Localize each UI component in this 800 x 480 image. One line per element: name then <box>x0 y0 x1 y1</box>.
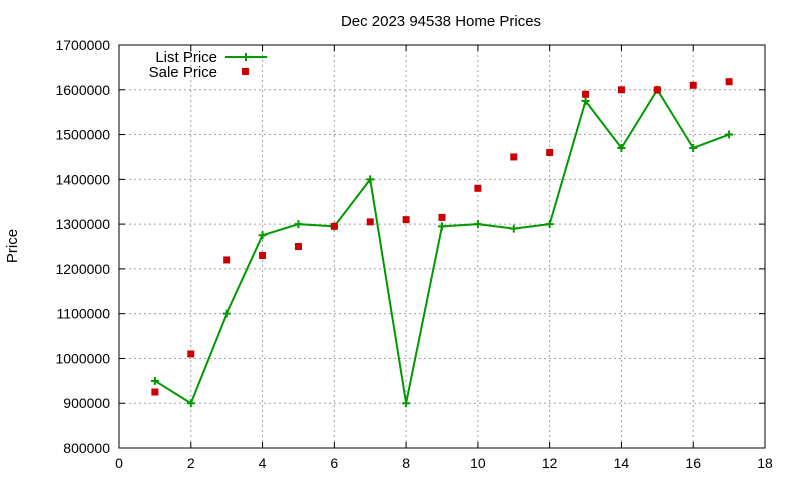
chart-title: Dec 2023 94538 Home Prices <box>341 13 541 30</box>
list-price-point <box>545 220 554 229</box>
list-price-point <box>258 231 267 240</box>
y-tick-label: 1500000 <box>55 127 110 143</box>
series-area <box>150 78 734 408</box>
y-tick-label: 1100000 <box>57 306 111 322</box>
x-tick-label: 14 <box>614 455 630 471</box>
x-tick-label: 8 <box>402 455 410 471</box>
sale-price-point <box>474 184 482 192</box>
y-tick-label: 1000000 <box>55 350 110 366</box>
sale-price-point <box>151 388 159 396</box>
y-tick-label: 1300000 <box>55 216 110 232</box>
sale-price-point <box>330 222 338 230</box>
list-price-point <box>725 130 734 139</box>
list-price-point <box>366 175 375 184</box>
x-tick-label: 16 <box>685 455 701 471</box>
x-tick-label: 10 <box>470 455 486 471</box>
list-price-point <box>581 96 590 105</box>
sale-price-point <box>366 218 374 226</box>
legend: List Price Sale Price <box>149 49 267 81</box>
sale-price-point <box>223 256 231 264</box>
x-tick-label: 6 <box>330 455 338 471</box>
y-axis-label: Price <box>4 229 21 263</box>
sale-price-point <box>582 90 590 98</box>
list-price-point <box>402 399 411 408</box>
y-tick-label: 900000 <box>63 395 110 411</box>
sale-price-point <box>259 251 267 259</box>
sale-price-point <box>617 86 625 94</box>
y-tick-label: 800000 <box>63 440 110 456</box>
axis-ticks: 0 2 4 6 8 10 12 14 16 18 800000 900000 1000000 110000… <box>55 37 773 471</box>
sale-price-point <box>546 148 554 156</box>
list-price-line <box>154 88 730 405</box>
sale-price-point <box>438 213 446 221</box>
list-price-point <box>509 224 518 233</box>
y-tick-label: 1200000 <box>55 261 110 277</box>
sale-price-point <box>294 243 302 250</box>
list-price-point <box>689 143 698 152</box>
x-tick-label: 18 <box>757 455 773 471</box>
x-tick-label: 0 <box>115 455 123 471</box>
sale-price-point <box>725 78 733 86</box>
list-price-point <box>222 309 231 318</box>
x-tick-label: 4 <box>259 455 267 471</box>
y-tick-label: 1700000 <box>55 37 110 53</box>
legend-marker-sale-price <box>242 68 249 75</box>
list-price-point <box>150 376 159 385</box>
plot-frame <box>118 44 766 449</box>
grid <box>119 45 765 448</box>
y-tick-label: 1600000 <box>55 82 110 98</box>
legend-label-sale-price: Sale Price <box>149 64 217 81</box>
sale-price-point <box>510 153 518 161</box>
legend-marker-list-price <box>242 53 250 61</box>
list-price-point <box>438 222 446 231</box>
y-tick-label: 1400000 <box>55 171 110 187</box>
sale-price-point <box>402 216 410 224</box>
list-price-point <box>473 220 482 229</box>
x-tick-label: 2 <box>187 455 195 471</box>
list-price-point <box>186 399 195 408</box>
list-price-point <box>617 143 626 152</box>
legend-label-list-price: List Price <box>155 49 217 66</box>
sale-price-point <box>653 86 661 94</box>
sale-price-point <box>187 350 195 358</box>
list-price-point <box>294 220 303 229</box>
sale-price-point <box>689 81 697 89</box>
x-tick-label: 12 <box>542 455 558 471</box>
